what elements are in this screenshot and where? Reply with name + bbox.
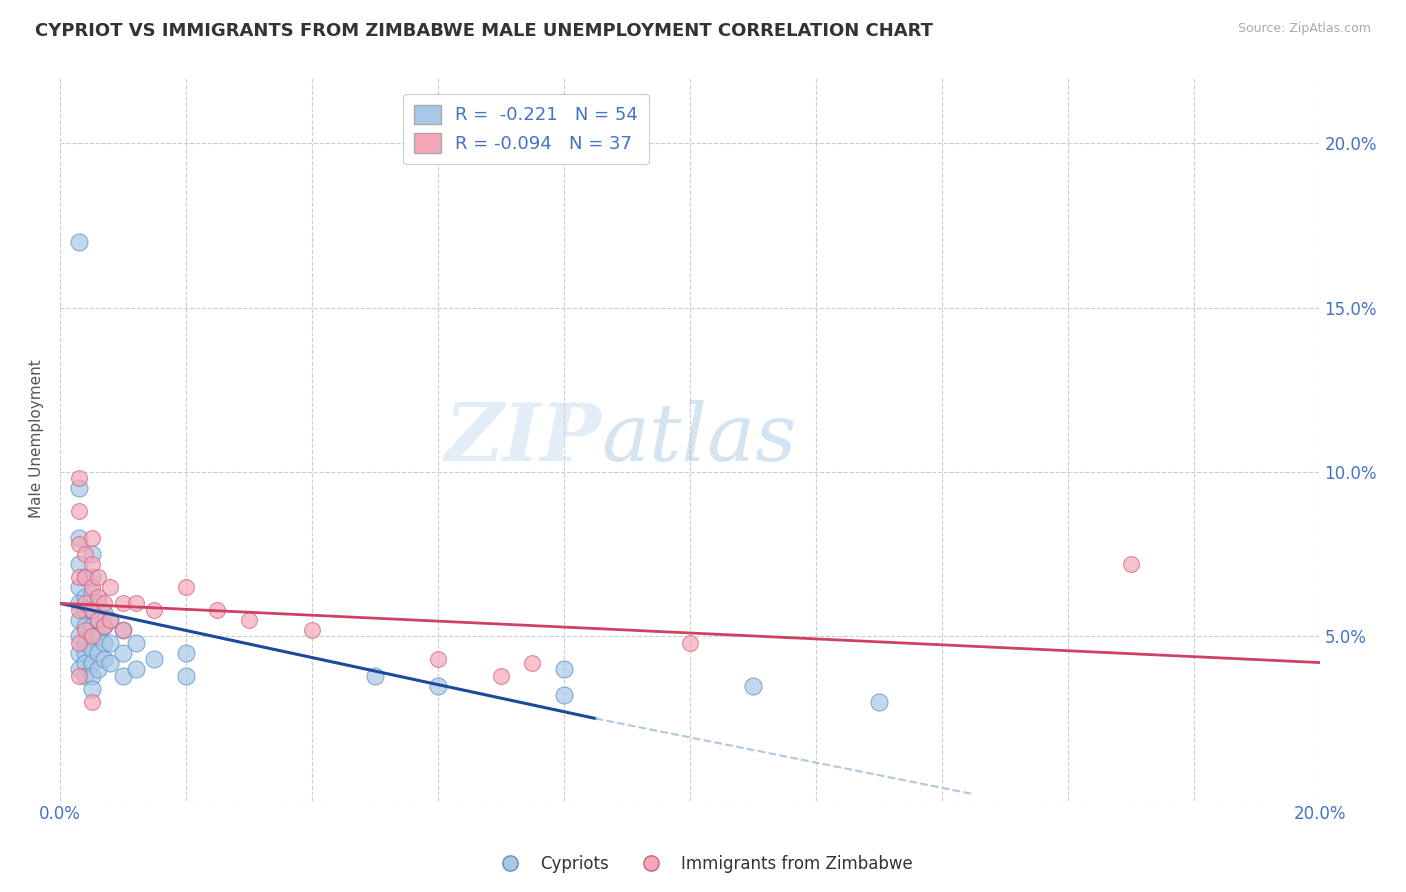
Point xyxy=(87,590,110,604)
Point xyxy=(553,662,575,676)
Point xyxy=(111,646,134,660)
Legend: Cypriots, Immigrants from Zimbabwe: Cypriots, Immigrants from Zimbabwe xyxy=(486,848,920,880)
Point xyxy=(111,623,134,637)
Point xyxy=(111,596,134,610)
Point xyxy=(80,580,103,594)
Point xyxy=(67,613,90,627)
Point xyxy=(87,613,110,627)
Text: Source: ZipAtlas.com: Source: ZipAtlas.com xyxy=(1237,22,1371,36)
Point xyxy=(741,679,763,693)
Point xyxy=(80,681,103,696)
Point xyxy=(174,669,197,683)
Point xyxy=(93,619,115,633)
Point xyxy=(301,623,323,637)
Point xyxy=(67,596,90,610)
Point xyxy=(1119,557,1142,571)
Point xyxy=(174,580,197,594)
Point xyxy=(75,656,97,670)
Point xyxy=(426,679,449,693)
Point xyxy=(553,689,575,703)
Point xyxy=(143,603,166,617)
Point xyxy=(67,537,90,551)
Point xyxy=(87,662,110,676)
Point xyxy=(93,652,115,666)
Point xyxy=(87,629,110,643)
Legend: R =  -0.221   N = 54, R = -0.094   N = 37: R = -0.221 N = 54, R = -0.094 N = 37 xyxy=(404,94,650,164)
Point xyxy=(80,619,103,633)
Text: atlas: atlas xyxy=(602,401,797,478)
Y-axis label: Male Unemployment: Male Unemployment xyxy=(30,359,44,518)
Point xyxy=(80,629,103,643)
Point xyxy=(67,481,90,495)
Point xyxy=(100,656,122,670)
Text: CYPRIOT VS IMMIGRANTS FROM ZIMBABWE MALE UNEMPLOYMENT CORRELATION CHART: CYPRIOT VS IMMIGRANTS FROM ZIMBABWE MALE… xyxy=(35,22,934,40)
Point xyxy=(522,656,544,670)
Point xyxy=(80,603,103,617)
Point xyxy=(100,580,122,594)
Point xyxy=(111,623,134,637)
Point xyxy=(364,669,387,683)
Point xyxy=(67,636,90,650)
Point xyxy=(80,695,103,709)
Point xyxy=(75,596,97,610)
Point xyxy=(100,636,122,650)
Point xyxy=(67,580,90,594)
Point xyxy=(93,606,115,620)
Point xyxy=(489,669,512,683)
Point xyxy=(868,695,890,709)
Point xyxy=(87,646,110,660)
Point xyxy=(67,669,90,683)
Point xyxy=(238,613,260,627)
Point xyxy=(67,504,90,518)
Point xyxy=(124,636,146,650)
Point xyxy=(80,642,103,657)
Point xyxy=(67,235,90,249)
Point xyxy=(80,603,103,617)
Point xyxy=(207,603,229,617)
Point xyxy=(80,586,103,600)
Point xyxy=(67,531,90,545)
Point xyxy=(80,531,103,545)
Point xyxy=(124,596,146,610)
Point xyxy=(75,547,97,561)
Point xyxy=(679,636,702,650)
Point xyxy=(80,557,103,571)
Point xyxy=(80,570,103,584)
Text: ZIP: ZIP xyxy=(444,401,602,478)
Point xyxy=(75,619,97,633)
Point xyxy=(75,603,97,617)
Point xyxy=(67,629,90,643)
Point xyxy=(67,603,90,617)
Point xyxy=(111,669,134,683)
Point xyxy=(67,557,90,571)
Point xyxy=(75,570,97,584)
Point xyxy=(75,669,97,683)
Point xyxy=(80,547,103,561)
Point xyxy=(87,596,110,610)
Point xyxy=(80,669,103,683)
Point xyxy=(80,629,103,643)
Point xyxy=(93,619,115,633)
Point xyxy=(143,652,166,666)
Point xyxy=(67,570,90,584)
Point xyxy=(93,596,115,610)
Point xyxy=(87,613,110,627)
Point xyxy=(75,590,97,604)
Point xyxy=(93,636,115,650)
Point xyxy=(67,646,90,660)
Point xyxy=(100,613,122,627)
Point xyxy=(426,652,449,666)
Point xyxy=(75,570,97,584)
Point xyxy=(174,646,197,660)
Point xyxy=(67,471,90,485)
Point xyxy=(75,623,97,637)
Point xyxy=(87,570,110,584)
Point xyxy=(75,646,97,660)
Point xyxy=(100,613,122,627)
Point xyxy=(124,662,146,676)
Point xyxy=(67,662,90,676)
Point xyxy=(75,636,97,650)
Point xyxy=(80,656,103,670)
